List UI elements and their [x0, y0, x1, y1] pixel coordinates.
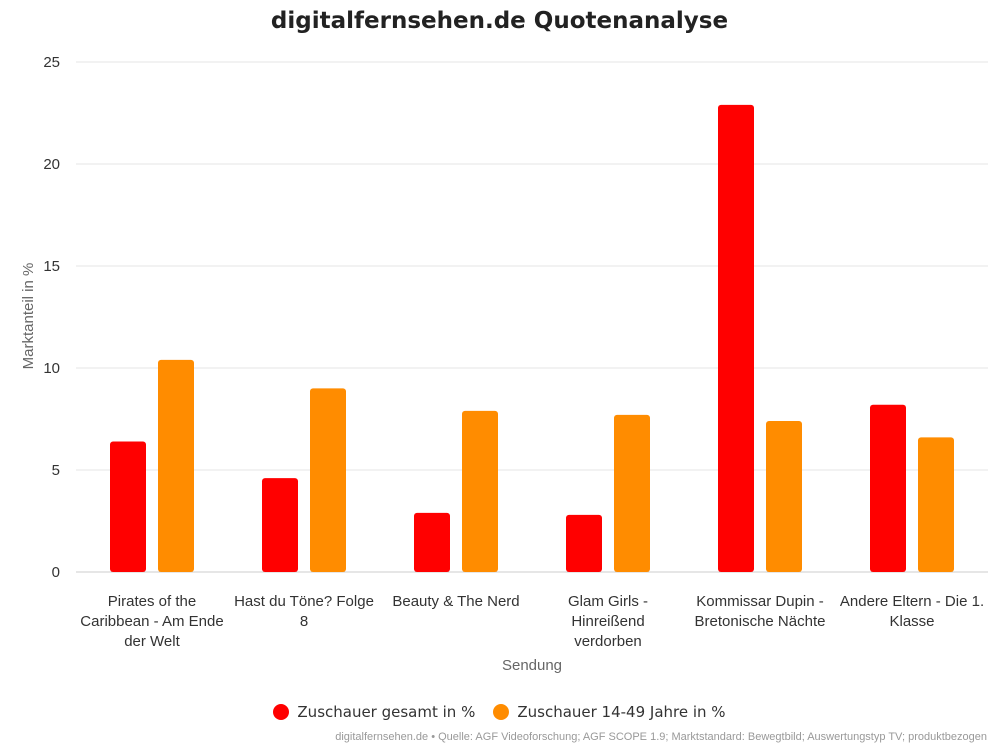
legend-dot-14-49 [493, 704, 510, 720]
y-axis-label: Marktanteil in % [20, 263, 37, 370]
bar-14-49 [462, 410, 498, 572]
bar-gesamt [566, 514, 602, 572]
x-tick-label: Glam Girls - [568, 593, 648, 610]
legend-dot-gesamt [273, 704, 290, 720]
legend-label-14-49: Zuschauer 14-49 Jahre in % [517, 703, 726, 721]
y-tick-label: 10 [43, 360, 60, 377]
x-tick-label: verdorben [574, 633, 642, 650]
bar-gesamt [414, 512, 450, 572]
bar-14-49 [158, 359, 194, 572]
bar-14-49 [918, 437, 954, 572]
legend-item-14-49[interactable]: Zuschauer 14-49 Jahre in % [493, 703, 726, 721]
y-tick-label: 5 [52, 462, 60, 479]
legend-label-gesamt: Zuschauer gesamt in % [297, 703, 476, 721]
x-tick-label: Beauty & The Nerd [392, 593, 519, 610]
x-axis-ticks: Pirates of the Caribbean - Am Ende der Wel… [80, 593, 984, 650]
bars [110, 104, 954, 572]
bar-gesamt [262, 478, 298, 572]
bar-14-49 [766, 421, 802, 572]
bar-14-49 [614, 414, 650, 572]
bar-gesamt [110, 441, 146, 572]
x-tick-label: Pirates of the [108, 593, 196, 610]
x-tick-label: Hast du Töne? Folge [234, 593, 374, 610]
y-axis-ticks: 0 5 10 15 20 25 [43, 54, 60, 581]
x-tick-label: Kommissar Dupin - [696, 593, 824, 610]
x-tick-label: der Welt [124, 633, 180, 650]
x-tick-label: Klasse [889, 613, 934, 630]
x-tick-label: Andere Eltern - Die 1. [840, 593, 984, 610]
credits: digitalfernsehen.de • Quelle: AGF Videof… [335, 731, 987, 743]
x-axis-label: Sendung [502, 657, 562, 674]
legend-item-gesamt[interactable]: Zuschauer gesamt in % [273, 703, 475, 721]
bar-gesamt [718, 104, 754, 572]
chart-title: digitalfernsehen.de Quotenanalyse [270, 8, 729, 34]
legend: Zuschauer gesamt in % Zuschauer 14-49 Ja… [0, 703, 999, 721]
y-tick-label: 15 [43, 258, 60, 275]
y-tick-label: 25 [43, 54, 60, 71]
x-tick-label: Caribbean - Am Ende [80, 613, 223, 630]
gridlines [76, 61, 988, 573]
bar-14-49 [310, 388, 346, 572]
bar-gesamt [870, 404, 906, 572]
y-tick-label: 20 [43, 156, 60, 173]
x-tick-label: Bretonische Nächte [695, 613, 826, 630]
x-tick-label: Hinreißend [571, 613, 644, 630]
x-tick-label: 8 [300, 613, 308, 630]
y-tick-label: 0 [52, 564, 60, 581]
